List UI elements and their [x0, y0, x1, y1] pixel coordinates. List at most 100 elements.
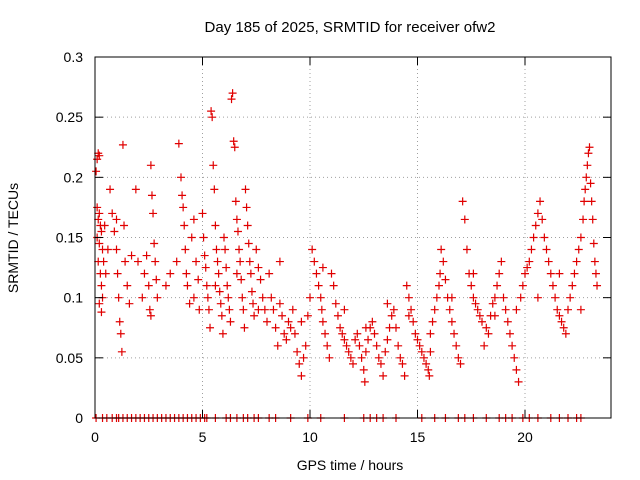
y-tick-label: 0.15 — [56, 230, 83, 246]
data-point — [576, 233, 585, 242]
data-point — [192, 257, 201, 266]
data-point — [329, 281, 338, 290]
data-point — [411, 329, 420, 338]
data-point — [557, 317, 566, 326]
data-point — [364, 335, 373, 344]
data-point — [583, 161, 592, 170]
data-point — [585, 143, 594, 152]
data-point — [404, 293, 413, 302]
data-point — [497, 257, 506, 266]
data-point — [542, 245, 551, 254]
data-point — [458, 197, 467, 206]
data-point — [172, 257, 181, 266]
data-point — [540, 233, 549, 242]
data-point — [308, 245, 317, 254]
data-point — [527, 245, 536, 254]
data-point — [202, 281, 211, 290]
data-point — [381, 347, 390, 356]
data-point — [127, 251, 136, 260]
data-point — [226, 317, 235, 326]
data-point — [113, 269, 122, 278]
data-point — [284, 317, 293, 326]
data-point — [456, 359, 465, 368]
data-point — [551, 293, 560, 302]
data-point — [417, 347, 426, 356]
data-point — [425, 371, 434, 380]
data-point — [582, 173, 591, 182]
data-point — [123, 281, 132, 290]
data-point — [208, 113, 217, 122]
data-point — [228, 89, 237, 98]
data-point — [555, 311, 564, 320]
data-point — [224, 293, 233, 302]
data-point — [361, 347, 370, 356]
data-point — [174, 139, 183, 148]
data-point — [215, 287, 224, 296]
data-point — [214, 269, 223, 278]
data-point — [561, 329, 570, 338]
data-point — [110, 227, 119, 236]
data-point — [374, 353, 383, 362]
data-point — [278, 311, 287, 320]
data-point — [372, 341, 381, 350]
data-point — [482, 323, 491, 332]
data-point — [499, 293, 508, 302]
y-axis-label: SRMTID / TECUs — [5, 183, 21, 293]
data-point — [589, 239, 598, 248]
data-point — [344, 347, 353, 356]
data-point — [301, 341, 310, 350]
data-point — [249, 299, 258, 308]
data-point — [325, 353, 334, 362]
data-point — [92, 167, 101, 176]
data-point — [206, 323, 215, 332]
data-point — [147, 191, 156, 200]
data-point — [400, 371, 409, 380]
data-point — [263, 317, 271, 326]
data-point — [538, 215, 547, 224]
data-point — [593, 281, 602, 290]
data-point — [413, 335, 422, 344]
data-point — [131, 185, 140, 194]
data-point — [144, 281, 153, 290]
data-point — [424, 365, 433, 374]
data-point — [310, 257, 319, 266]
data-point — [323, 341, 332, 350]
data-point — [383, 299, 392, 308]
data-point — [218, 329, 227, 338]
data-point — [252, 245, 261, 254]
data-point — [430, 305, 439, 314]
data-point — [142, 251, 151, 260]
data-point — [99, 257, 108, 266]
data-point — [198, 209, 207, 218]
data-point — [297, 371, 306, 380]
data-point — [484, 329, 493, 338]
data-point — [225, 305, 234, 314]
data-point — [402, 281, 411, 290]
data-point — [199, 233, 208, 242]
data-point — [574, 245, 583, 254]
data-point — [271, 323, 280, 332]
data-point — [314, 281, 323, 290]
data-point — [125, 299, 134, 308]
data-point — [275, 299, 284, 308]
data-point — [436, 269, 445, 278]
data-point — [211, 281, 220, 290]
data-point — [518, 281, 527, 290]
data-point — [217, 311, 226, 320]
data-point — [212, 245, 221, 254]
data-point — [201, 263, 210, 272]
data-point — [503, 317, 512, 326]
data-point — [590, 257, 599, 266]
data-point — [473, 305, 482, 314]
data-point — [514, 377, 523, 386]
data-point — [161, 281, 170, 290]
y-tick-label: 0.2 — [64, 169, 84, 185]
data-point — [250, 311, 259, 320]
data-point — [587, 197, 596, 206]
data-point — [581, 185, 590, 194]
data-point — [439, 257, 448, 266]
data-point — [306, 293, 314, 302]
data-point — [452, 341, 461, 350]
data-point — [591, 269, 600, 278]
